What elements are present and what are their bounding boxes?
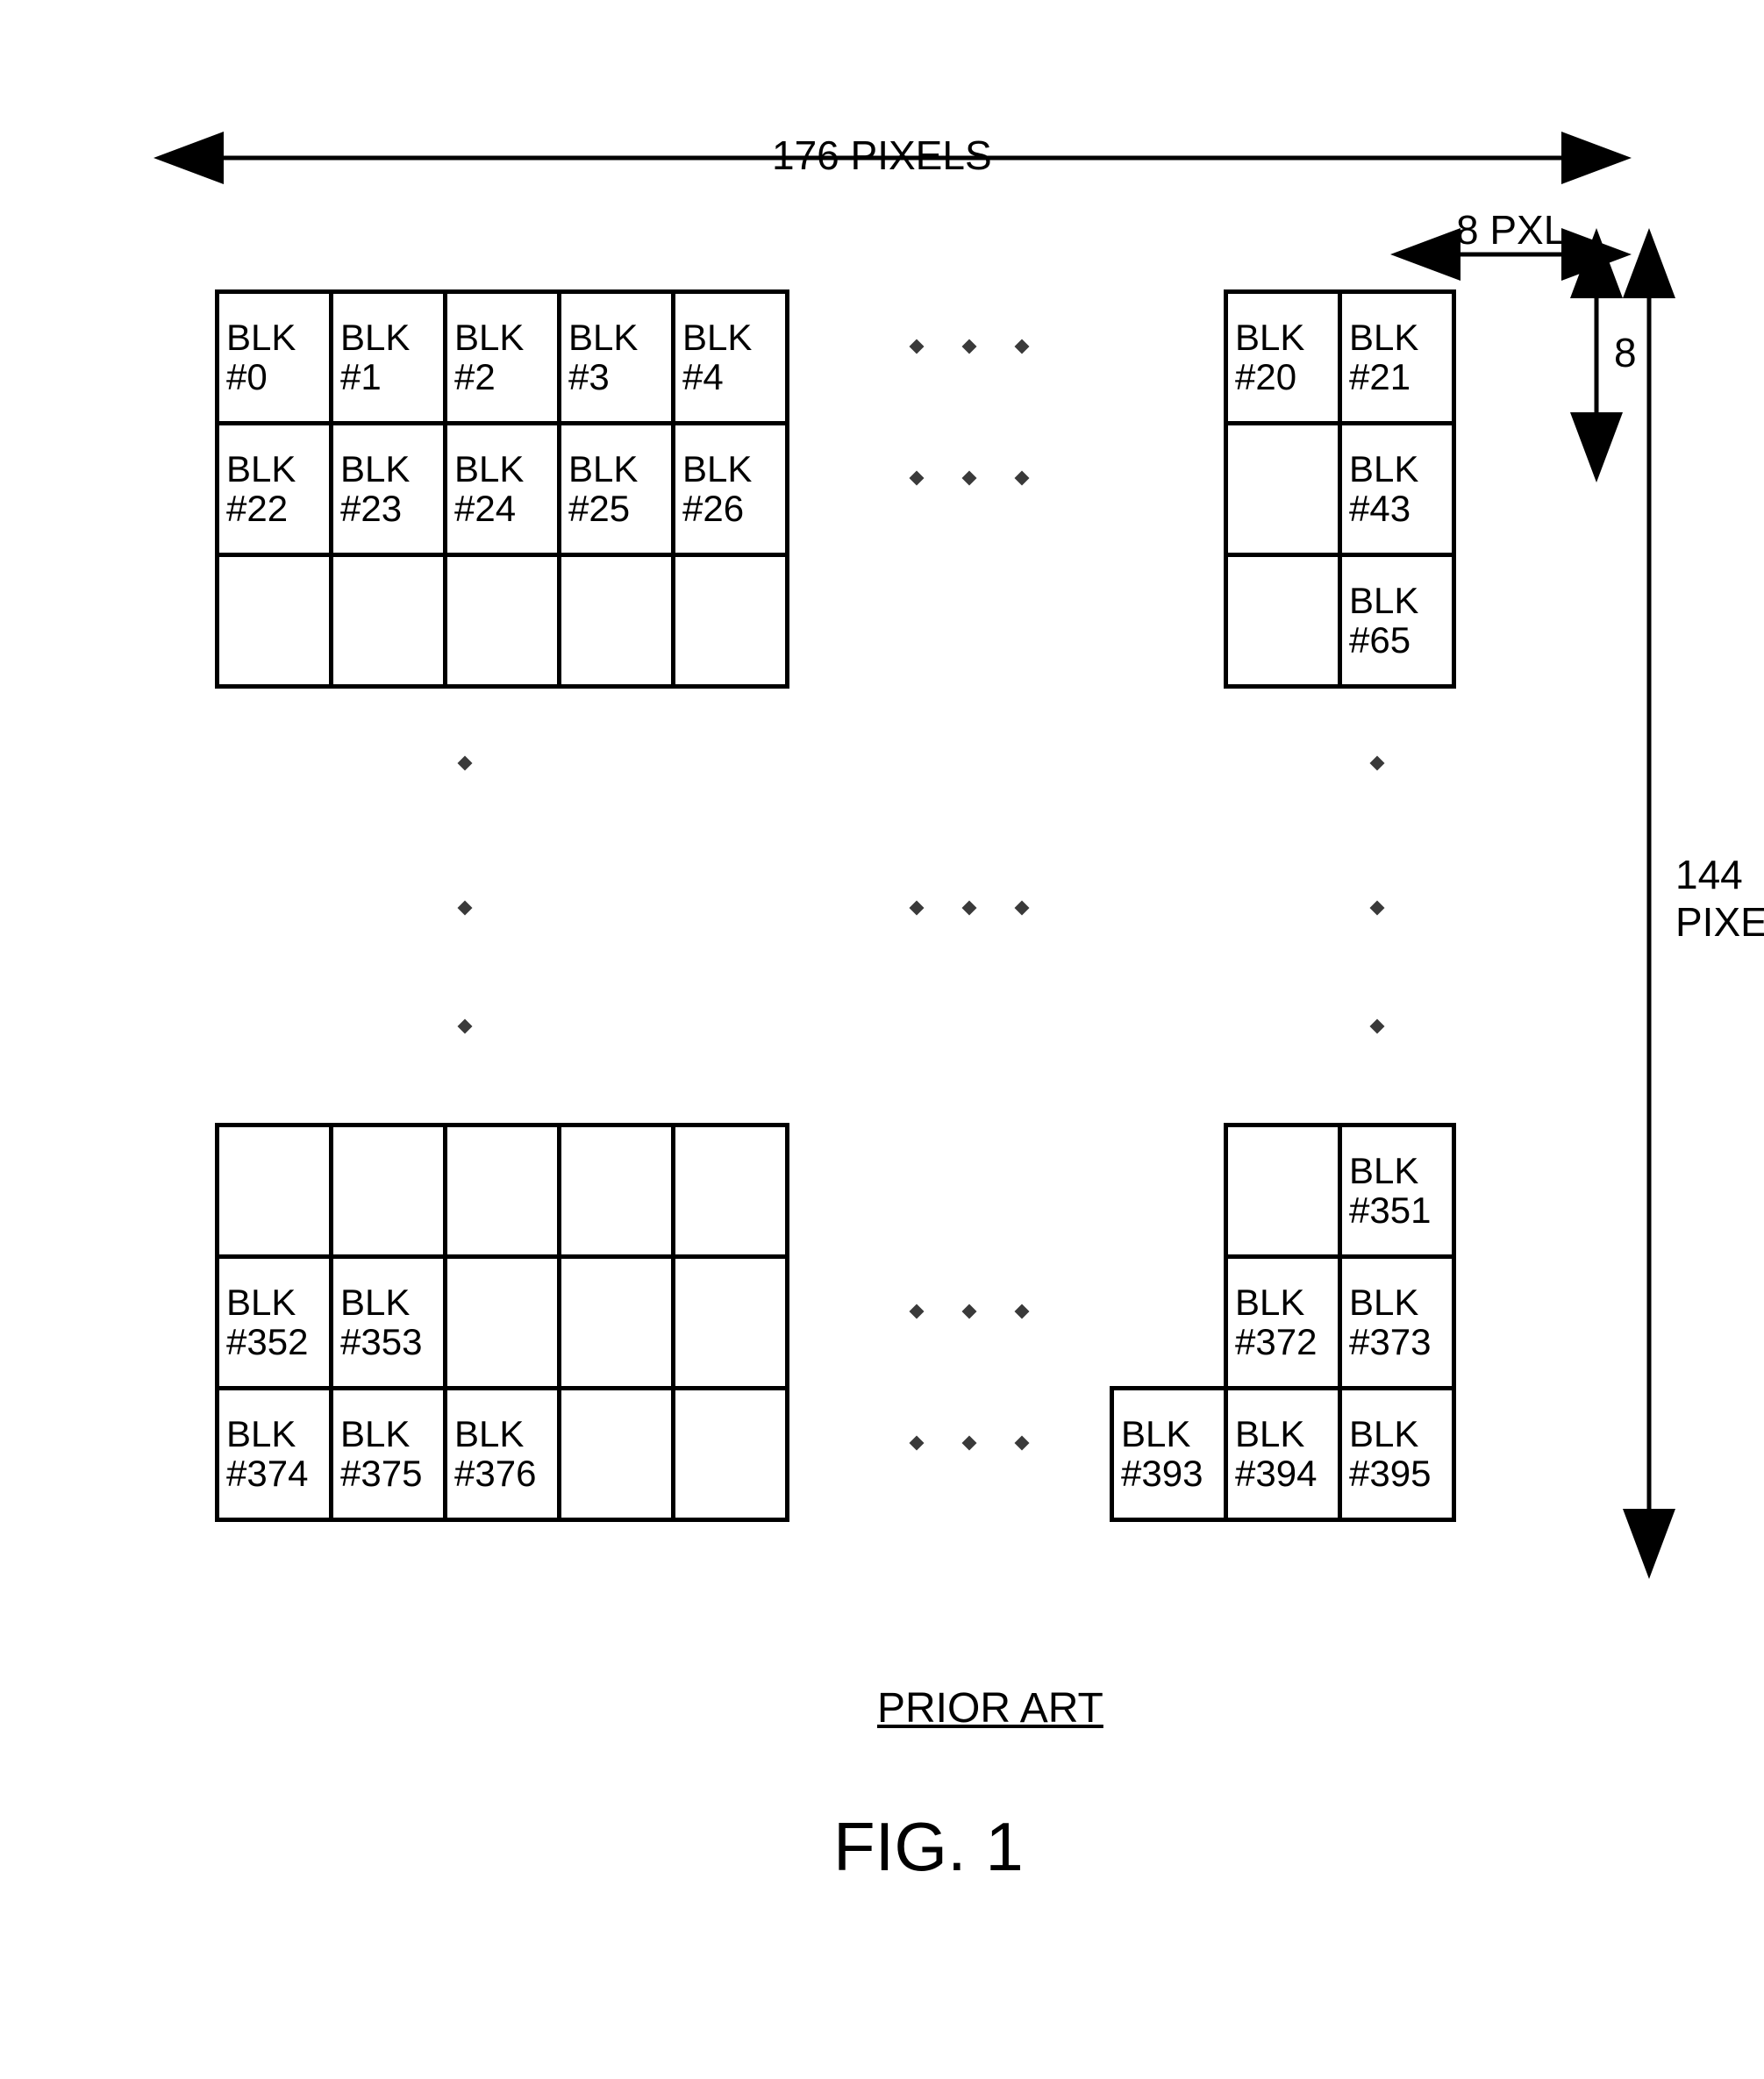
block-cell [671,1254,789,1390]
small-height-label: 8 [1614,329,1637,376]
block-cell: BLK#23 [329,421,447,557]
block-cell: BLK#394 [1224,1386,1342,1522]
block-cell: BLK#3 [557,289,675,425]
block-cell: BLK#22 [215,421,333,557]
block-cell [557,1254,675,1390]
block-cell [215,553,333,689]
block-cell: BLK#1 [329,289,447,425]
height-label: 144 PIXELS [1675,851,1764,946]
width-label: 176 PIXELS [772,132,992,179]
block-cell [557,553,675,689]
block-cell: BLK#353 [329,1254,447,1390]
small-width-label: 8 PXL [1456,206,1566,254]
block-cell: BLK#4 [671,289,789,425]
block-cell: BLK#375 [329,1386,447,1522]
block-cell: BLK#20 [1224,289,1342,425]
block-cell [671,1123,789,1259]
block-cell: BLK#25 [557,421,675,557]
figure-title: FIG. 1 [833,1807,1024,1887]
block-cell [1224,553,1342,689]
block-cell [443,553,561,689]
block-cell [329,1123,447,1259]
block-cell: BLK#372 [1224,1254,1342,1390]
block-cell [557,1386,675,1522]
block-cell: BLK#352 [215,1254,333,1390]
block-cell [557,1123,675,1259]
figure-canvas: 176 PIXELS 8 PXL 8 144 PIXELS BLK#0BLK#1… [0,0,1764,2079]
block-cell: BLK#374 [215,1386,333,1522]
prior-art-label: PRIOR ART [877,1684,1103,1732]
block-cell: BLK#351 [1338,1123,1456,1259]
block-cell [443,1254,561,1390]
block-cell: BLK#26 [671,421,789,557]
block-cell [443,1123,561,1259]
block-cell [671,1386,789,1522]
block-cell: BLK#373 [1338,1254,1456,1390]
block-cell: BLK#376 [443,1386,561,1522]
block-cell [329,553,447,689]
block-cell [215,1123,333,1259]
block-cell: BLK#24 [443,421,561,557]
block-cell: BLK#43 [1338,421,1456,557]
block-cell: BLK#393 [1110,1386,1228,1522]
block-cell [1224,421,1342,557]
block-cell: BLK#65 [1338,553,1456,689]
block-cell [671,553,789,689]
block-cell [1224,1123,1342,1259]
block-cell: BLK#395 [1338,1386,1456,1522]
block-cell: BLK#0 [215,289,333,425]
block-cell: BLK#2 [443,289,561,425]
block-cell: BLK#21 [1338,289,1456,425]
